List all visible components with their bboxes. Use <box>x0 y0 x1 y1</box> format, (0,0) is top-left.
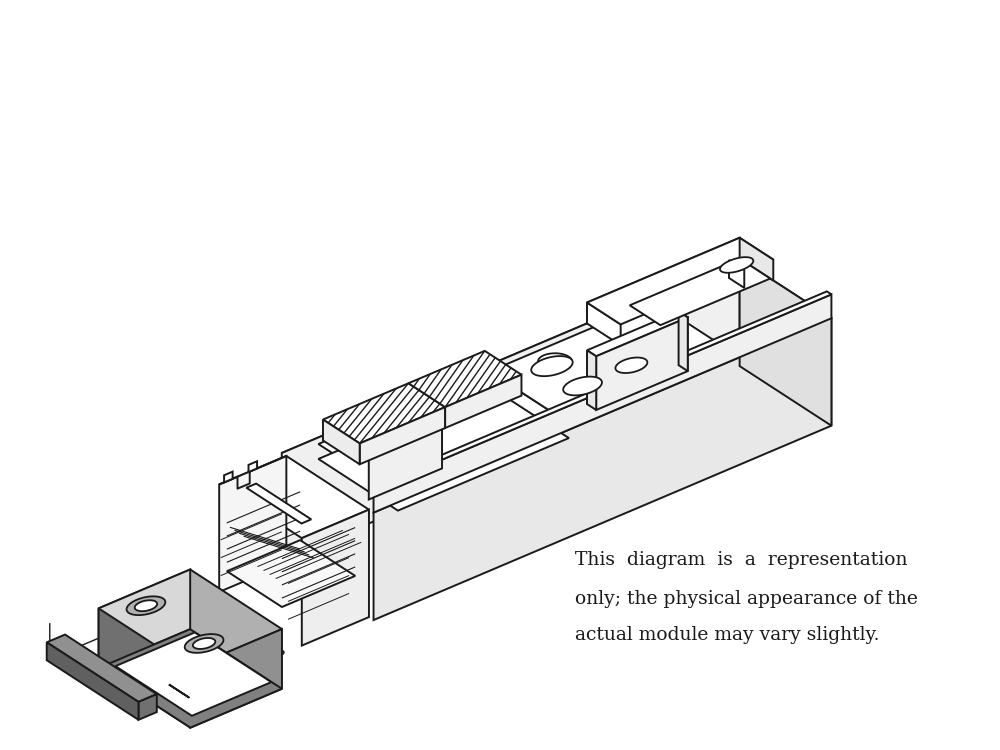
Text: This  diagram  is  a  representation: This diagram is a representation <box>575 550 908 568</box>
Polygon shape <box>190 629 282 728</box>
Polygon shape <box>246 484 311 524</box>
Polygon shape <box>185 634 223 652</box>
Polygon shape <box>538 353 572 370</box>
Polygon shape <box>99 608 190 728</box>
Polygon shape <box>596 317 688 410</box>
Polygon shape <box>302 510 369 646</box>
Polygon shape <box>361 415 442 452</box>
Polygon shape <box>587 238 773 325</box>
Polygon shape <box>227 540 355 607</box>
Polygon shape <box>318 386 569 511</box>
Polygon shape <box>587 350 596 410</box>
Polygon shape <box>249 461 257 472</box>
Polygon shape <box>138 694 157 720</box>
Polygon shape <box>615 358 647 373</box>
Polygon shape <box>99 569 190 668</box>
Polygon shape <box>127 596 165 615</box>
Polygon shape <box>563 376 602 395</box>
Polygon shape <box>282 259 831 512</box>
Polygon shape <box>268 651 284 658</box>
Polygon shape <box>720 257 753 273</box>
Polygon shape <box>369 420 442 500</box>
Polygon shape <box>323 419 360 464</box>
Polygon shape <box>135 600 157 611</box>
Polygon shape <box>323 383 445 443</box>
Polygon shape <box>740 238 773 280</box>
Polygon shape <box>408 351 521 407</box>
Polygon shape <box>445 375 521 428</box>
Text: actual module may vary slightly.: actual module may vary slightly. <box>575 626 880 644</box>
Polygon shape <box>587 302 621 345</box>
Polygon shape <box>374 295 831 512</box>
Polygon shape <box>318 371 569 496</box>
Polygon shape <box>99 629 282 728</box>
Polygon shape <box>115 632 271 716</box>
Polygon shape <box>729 260 744 288</box>
Polygon shape <box>282 259 740 560</box>
Polygon shape <box>630 259 770 326</box>
Polygon shape <box>489 302 734 423</box>
Polygon shape <box>360 407 445 464</box>
Polygon shape <box>219 456 286 592</box>
Polygon shape <box>193 638 215 649</box>
Polygon shape <box>47 634 157 702</box>
Polygon shape <box>219 456 369 538</box>
Polygon shape <box>369 292 831 489</box>
Polygon shape <box>224 472 233 482</box>
Polygon shape <box>679 311 688 371</box>
Polygon shape <box>531 356 573 376</box>
Polygon shape <box>47 642 138 720</box>
Polygon shape <box>99 569 282 668</box>
Polygon shape <box>587 238 740 323</box>
Text: only; the physical appearance of the: only; the physical appearance of the <box>575 590 918 608</box>
Polygon shape <box>374 318 831 620</box>
Polygon shape <box>587 311 688 356</box>
Polygon shape <box>740 259 831 426</box>
